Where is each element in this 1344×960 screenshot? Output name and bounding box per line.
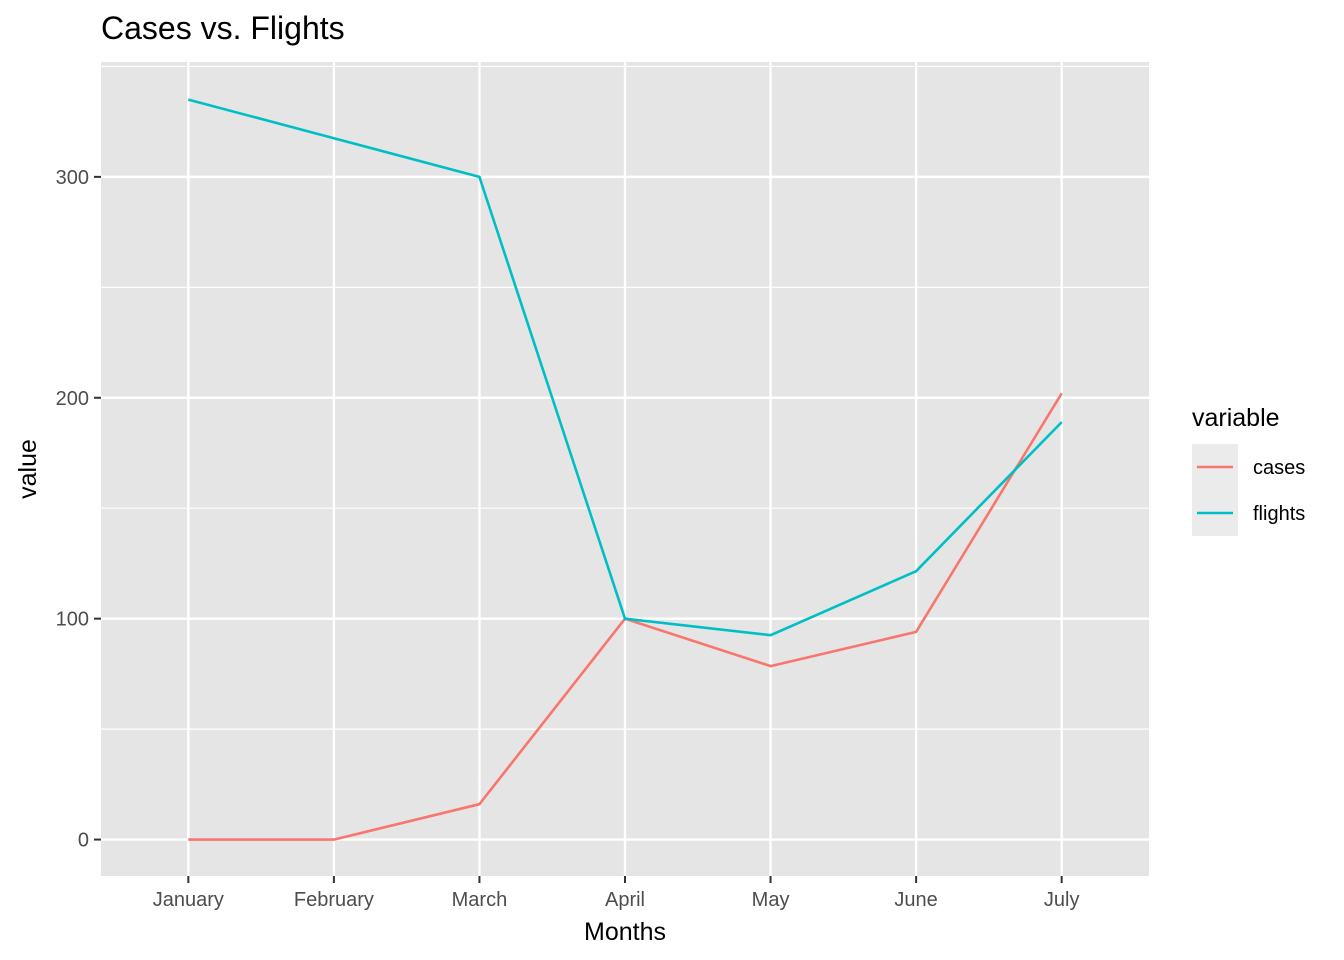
y-axis: 0 100 200 300 bbox=[56, 167, 101, 852]
y-axis-title: value bbox=[14, 439, 42, 499]
x-tick-label: April bbox=[605, 889, 645, 911]
x-tick-label: July bbox=[1044, 889, 1080, 911]
x-tick-label: March bbox=[452, 889, 508, 911]
y-tick-label: 100 bbox=[56, 609, 89, 631]
legend-label-cases: cases bbox=[1253, 457, 1305, 479]
y-tick-label: 300 bbox=[56, 167, 89, 189]
x-tick-label: June bbox=[894, 889, 937, 911]
legend-title: variable bbox=[1192, 404, 1280, 432]
x-tick-label: January bbox=[153, 889, 224, 911]
legend-items: cases flights bbox=[1192, 444, 1305, 536]
legend: variable cases flights bbox=[1192, 404, 1305, 536]
series-lines bbox=[187, 98, 1063, 841]
x-axis-title: Months bbox=[584, 918, 666, 946]
x-tick-label: February bbox=[294, 889, 374, 911]
y-tick-label: 200 bbox=[56, 388, 89, 410]
major-gridlines bbox=[101, 62, 1149, 876]
x-tick-label: May bbox=[752, 889, 790, 911]
y-tick-label: 0 bbox=[78, 830, 89, 852]
chart-title: Cases vs. Flights bbox=[101, 10, 345, 46]
x-axis: January February March April May June July bbox=[153, 876, 1080, 911]
legend-label-flights: flights bbox=[1253, 503, 1305, 525]
series-line-flights bbox=[187, 98, 1063, 637]
